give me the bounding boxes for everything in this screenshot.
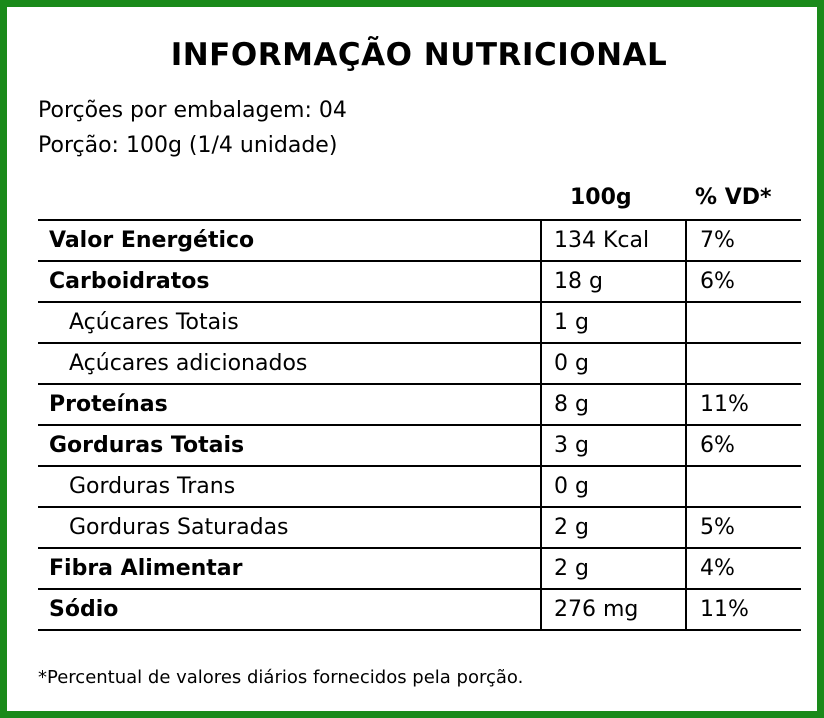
serving-size: Porção: 100g (1/4 unidade) [38,133,338,158]
nutrient-daily-value [685,301,801,344]
footnote: *Percentual de valores diários fornecido… [38,667,524,688]
nutrient-name: Proteínas [38,383,541,426]
nutrient-quantity: 2 g [540,506,686,549]
nutrient-quantity: 0 g [540,342,686,385]
nutrient-quantity: 134 Kcal [540,219,686,262]
nutrient-daily-value: 4% [685,547,801,590]
nutrient-name: Açúcares Totais [38,301,541,344]
nutrient-name: Gorduras Trans [38,465,541,508]
nutrient-quantity: 276 mg [540,588,686,631]
nutrient-daily-value: 11% [685,383,801,426]
table-row: Sódio 276 mg 11% [38,588,801,631]
nutrition-table: Valor Energético 134 Kcal 7% Carboidrato… [38,219,801,631]
nutrient-quantity: 8 g [540,383,686,426]
nutrient-quantity: 1 g [540,301,686,344]
column-header-quantity: 100g [570,185,632,210]
nutrient-quantity: 2 g [540,547,686,590]
nutrient-name: Sódio [38,588,541,631]
table-row: Gorduras Totais 3 g 6% [38,424,801,467]
nutrient-quantity: 18 g [540,260,686,303]
label-title: INFORMAÇÃO NUTRICIONAL [170,37,668,73]
nutrient-name: Açúcares adicionados [38,342,541,385]
nutrient-name: Valor Energético [38,219,541,262]
table-row: Valor Energético 134 Kcal 7% [38,219,801,262]
column-header-daily-value: % VD* [695,185,772,210]
nutrient-name: Fibra Alimentar [38,547,541,590]
nutrient-name: Gorduras Totais [38,424,541,467]
nutrient-daily-value: 6% [685,260,801,303]
nutrient-daily-value [685,342,801,385]
nutrient-name: Gorduras Saturadas [38,506,541,549]
servings-per-package: Porções por embalagem: 04 [38,98,347,123]
table-row: Gorduras Saturadas 2 g 5% [38,506,801,549]
nutrient-daily-value: 6% [685,424,801,467]
nutrient-name: Carboidratos [38,260,541,303]
nutrient-daily-value: 11% [685,588,801,631]
table-row: Açúcares Totais 1 g [38,301,801,344]
table-row: Açúcares adicionados 0 g [38,342,801,385]
table-row: Fibra Alimentar 2 g 4% [38,547,801,590]
nutrient-daily-value: 5% [685,506,801,549]
table-row: Proteínas 8 g 11% [38,383,801,426]
table-row: Carboidratos 18 g 6% [38,260,801,303]
nutrient-daily-value [685,465,801,508]
nutrient-quantity: 3 g [540,424,686,467]
nutrient-daily-value: 7% [685,219,801,262]
nutrient-quantity: 0 g [540,465,686,508]
table-row: Gorduras Trans 0 g [38,465,801,508]
